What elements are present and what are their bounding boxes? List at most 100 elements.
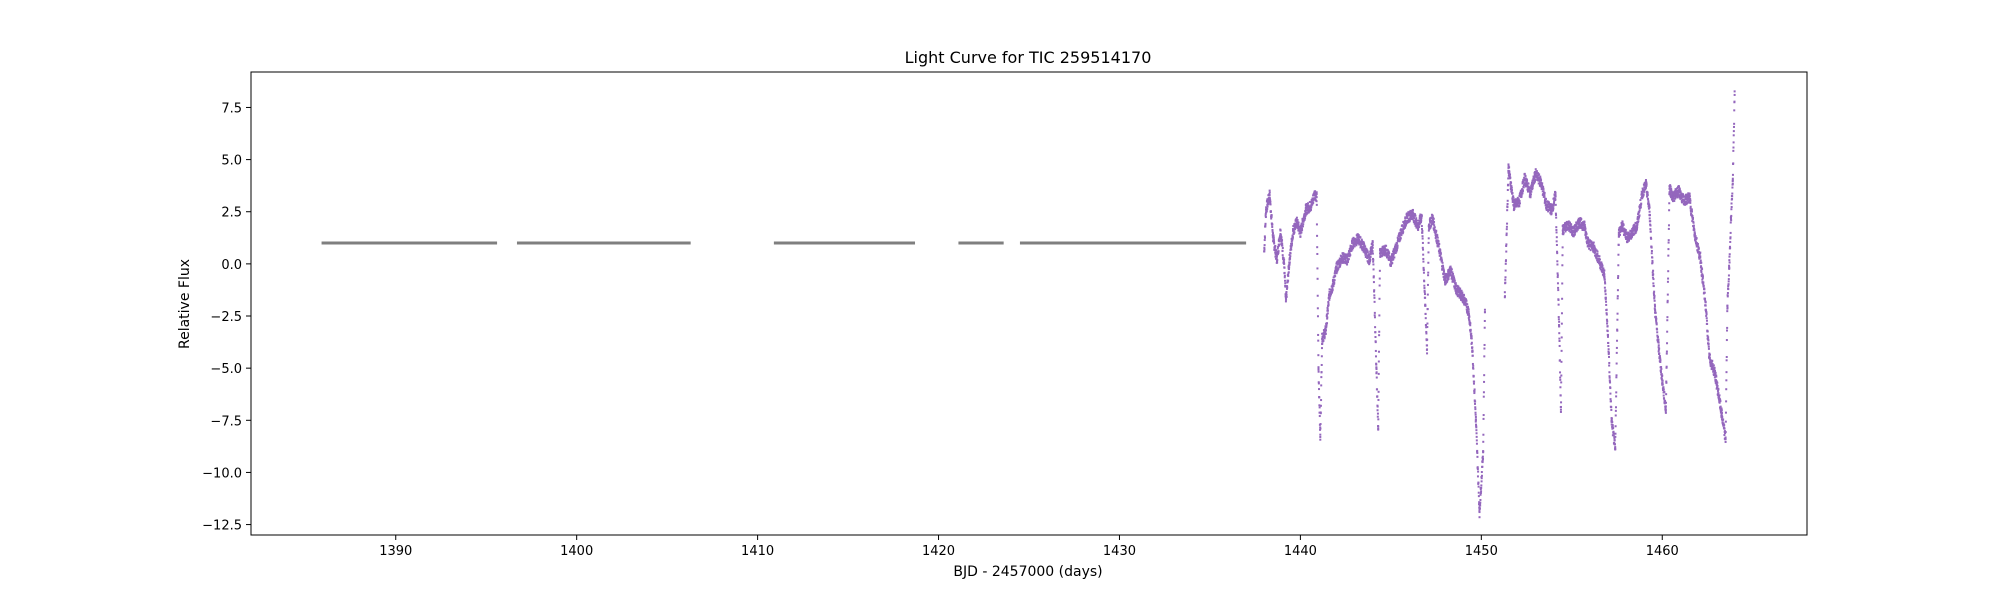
data-point — [1642, 193, 1645, 196]
data-point — [1596, 258, 1599, 261]
data-point — [1420, 214, 1423, 217]
data-point — [1648, 203, 1651, 206]
data-point — [1666, 330, 1669, 333]
data-point — [1532, 179, 1535, 182]
data-point — [1564, 230, 1567, 233]
data-point — [1470, 335, 1473, 338]
data-point — [1553, 201, 1556, 204]
data-point — [1661, 379, 1664, 382]
data-point — [1475, 442, 1478, 445]
data-point — [1561, 297, 1564, 300]
data-point — [1426, 325, 1429, 328]
data-point — [1730, 219, 1733, 222]
data-point — [1669, 189, 1672, 192]
data-point — [1421, 231, 1424, 234]
data-point — [1577, 218, 1580, 221]
data-point — [1283, 274, 1286, 277]
data-point — [1481, 465, 1484, 468]
data-point — [1475, 439, 1478, 442]
data-point — [1564, 227, 1567, 230]
data-point — [1633, 226, 1636, 229]
data-point — [1668, 209, 1671, 212]
data-point — [1664, 400, 1667, 403]
data-point — [1420, 225, 1423, 228]
data-point — [1652, 273, 1655, 276]
data-point — [1589, 239, 1592, 242]
y-tick-label: −5.0 — [210, 362, 242, 377]
data-point — [1461, 291, 1464, 294]
data-point — [1295, 221, 1298, 224]
data-point — [1479, 504, 1482, 507]
data-point — [1728, 245, 1731, 248]
data-point — [1645, 181, 1648, 184]
data-point — [1588, 247, 1591, 250]
data-point — [1373, 294, 1376, 297]
data-point — [1657, 346, 1660, 349]
data-point — [1396, 236, 1399, 239]
data-point — [1433, 226, 1436, 229]
data-point — [1300, 229, 1303, 232]
data-point — [1427, 261, 1430, 264]
data-point — [1563, 227, 1566, 230]
data-point — [1604, 290, 1607, 293]
data-point — [1632, 232, 1635, 235]
data-point — [1333, 279, 1336, 282]
data-point — [1723, 424, 1726, 427]
data-point — [1378, 330, 1381, 333]
data-point — [1603, 278, 1606, 281]
data-point — [1586, 236, 1589, 239]
data-point — [1656, 331, 1659, 334]
data-point — [1648, 214, 1651, 217]
data-point — [1349, 245, 1352, 248]
data-point — [1316, 267, 1319, 270]
data-point — [1565, 229, 1568, 232]
data-point — [1727, 274, 1730, 277]
data-point — [1455, 291, 1458, 294]
data-point — [1481, 461, 1484, 464]
data-point — [1657, 338, 1660, 341]
data-point — [1387, 250, 1390, 253]
data-point — [1514, 198, 1517, 201]
data-point — [1575, 230, 1578, 233]
data-point — [1471, 346, 1474, 349]
data-point — [1435, 239, 1438, 242]
data-point — [1528, 189, 1531, 192]
data-point — [1673, 195, 1676, 198]
data-point — [1656, 335, 1659, 338]
data-point — [1681, 201, 1684, 204]
data-point — [1421, 235, 1424, 238]
data-point — [1437, 240, 1440, 243]
data-point — [1436, 236, 1439, 239]
data-point — [1577, 227, 1580, 230]
data-point — [1368, 258, 1371, 261]
data-point — [1327, 301, 1330, 304]
data-point — [1479, 493, 1482, 496]
data-point — [1361, 240, 1364, 243]
data-point — [1541, 182, 1544, 185]
data-point — [1725, 359, 1728, 362]
data-point — [1284, 297, 1287, 300]
data-point — [1604, 293, 1607, 296]
data-point — [1301, 225, 1304, 228]
data-point — [1724, 420, 1727, 423]
data-point — [1422, 253, 1425, 256]
data-point — [1399, 237, 1402, 240]
data-point — [1657, 340, 1660, 343]
data-point — [1728, 255, 1731, 258]
data-point — [1646, 191, 1649, 194]
data-point — [1696, 242, 1699, 245]
data-point — [1554, 212, 1557, 215]
data-point — [1604, 298, 1607, 301]
data-point — [1634, 222, 1637, 225]
data-point — [1460, 296, 1463, 299]
data-point — [1515, 201, 1518, 204]
data-point — [1733, 90, 1736, 93]
data-point — [1728, 259, 1731, 262]
data-point — [1451, 278, 1454, 281]
data-point — [1273, 247, 1276, 250]
data-point — [1648, 205, 1651, 208]
data-point — [1614, 406, 1617, 409]
data-point — [1462, 298, 1465, 301]
data-point — [1372, 258, 1375, 261]
data-point — [1650, 252, 1653, 255]
